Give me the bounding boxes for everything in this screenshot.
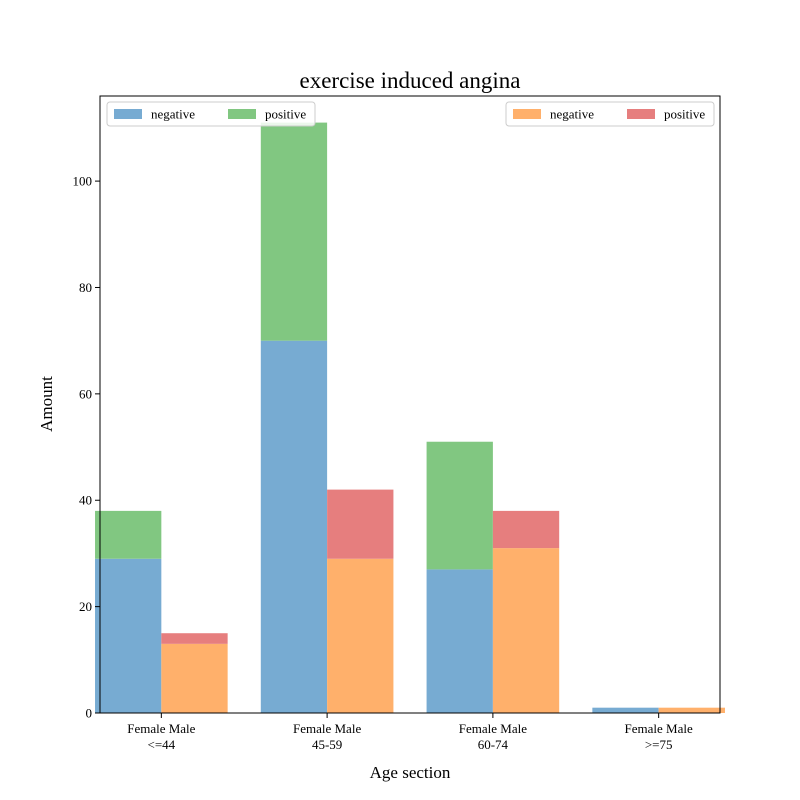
bar-female-negative-1 [260,340,328,713]
legend-female: negative positive [106,101,316,127]
bar-female-negative-0 [95,558,162,713]
y-ticks: 0 20 40 60 80 100 [73,174,100,721]
bar-male-positive-0 [161,633,228,644]
y-axis-label: Amount [37,376,56,432]
x-tick-label: 60-74 [478,737,509,752]
x-tick-label: 45-59 [312,737,342,752]
legend-label-male-negative: negative [550,107,594,122]
legend-swatch-female-positive [228,109,256,119]
legend-swatch-male-positive [627,109,655,119]
legend-label-male-positive: positive [664,107,705,122]
bar-male-positive-2 [492,510,560,549]
x-tick-subgroup-label: Female Male [459,721,527,736]
y-tick-label: 60 [79,386,92,401]
legend-swatch-female-negative [114,109,142,119]
legend-box [106,101,316,127]
x-tick-label: <=44 [148,737,176,752]
bar-female-positive-2 [426,441,493,570]
y-tick-label: 100 [73,174,93,189]
legend-label-female-positive: positive [265,107,306,122]
y-tick-label: 0 [86,706,93,721]
x-tick-subgroup-label: Female Male [625,721,693,736]
legend-box [505,101,715,127]
bar-male-positive-1 [327,489,394,559]
bars-layer [95,122,725,713]
bar-female-positive-1 [260,122,328,341]
x-tick-subgroup-label: Female Male [293,721,361,736]
chart-title: exercise induced angina [300,68,521,93]
bar-female-negative-3 [592,707,659,713]
y-tick-label: 20 [79,599,92,614]
legend-label-female-negative: negative [151,107,195,122]
bar-female-positive-0 [95,510,162,559]
legend-swatch-male-negative [513,109,541,119]
x-axis-label: Age section [370,763,451,782]
bar-female-negative-2 [426,569,493,713]
bar-male-negative-2 [492,548,560,713]
bar-male-negative-1 [327,558,394,713]
bar-male-negative-0 [161,643,228,713]
x-tick-label: >=75 [645,737,673,752]
bar-male-negative-3 [658,707,725,713]
x-tick-subgroup-label: Female Male [127,721,195,736]
y-tick-label: 40 [79,493,92,508]
legend-male: negative positive [505,101,715,127]
legends: negative positive negative positive [106,101,715,127]
plot-frame [99,95,721,714]
y-tick-label: 80 [79,280,92,295]
